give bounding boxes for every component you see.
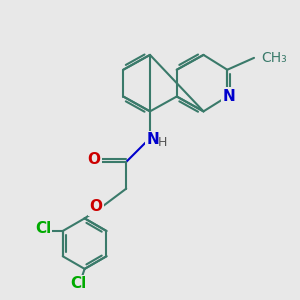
Text: O: O: [87, 152, 100, 167]
Text: N: N: [222, 89, 235, 104]
Text: O: O: [89, 199, 102, 214]
Text: H: H: [158, 136, 167, 149]
Text: CH₃: CH₃: [262, 51, 287, 65]
Text: Cl: Cl: [70, 276, 87, 291]
Text: N: N: [147, 132, 159, 147]
Text: Cl: Cl: [35, 220, 52, 236]
